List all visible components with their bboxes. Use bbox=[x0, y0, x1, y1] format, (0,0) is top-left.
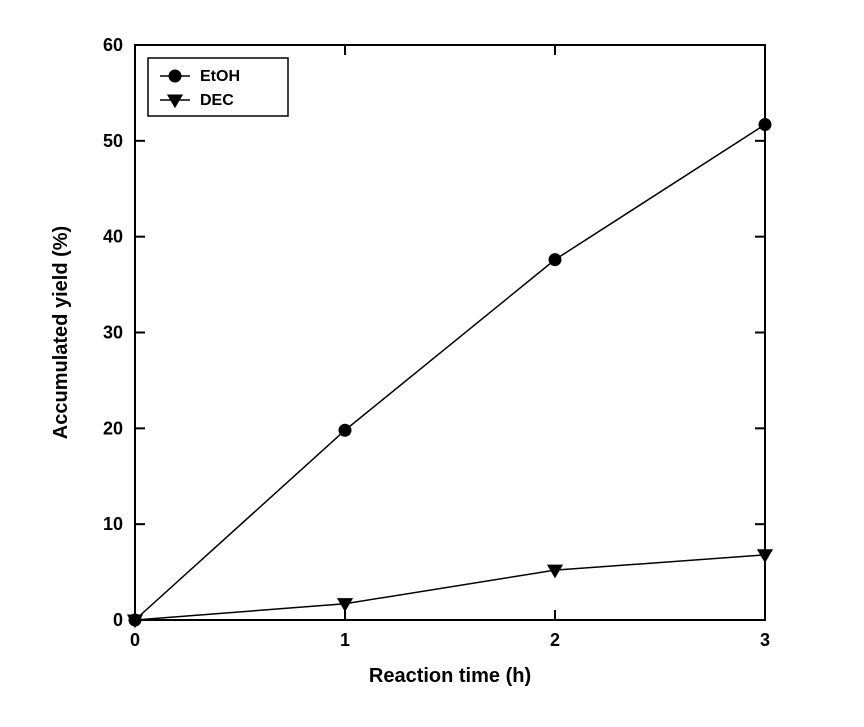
series-DEC bbox=[128, 550, 772, 627]
legend: EtOH DEC bbox=[148, 58, 288, 116]
legend-label: EtOH bbox=[200, 68, 240, 85]
ytick-label: 60 bbox=[103, 35, 123, 55]
series-EtOH bbox=[129, 119, 771, 626]
ytick-label: 20 bbox=[103, 418, 123, 438]
y-axis-label: Accumulated yield (%) bbox=[50, 226, 72, 439]
ytick-label: 50 bbox=[103, 131, 123, 151]
series-line bbox=[135, 555, 765, 620]
marker-circle bbox=[759, 119, 771, 131]
xtick-label: 3 bbox=[760, 630, 770, 650]
marker-circle bbox=[169, 70, 181, 82]
xtick-label: 0 bbox=[130, 630, 140, 650]
legend-label: DEC bbox=[200, 92, 234, 109]
chart-container: 01230102030405060Reaction time (h)Accumu… bbox=[0, 0, 864, 727]
marker-circle bbox=[339, 424, 351, 436]
ytick-label: 40 bbox=[103, 227, 123, 247]
xtick-label: 1 bbox=[340, 630, 350, 650]
ytick-label: 30 bbox=[103, 323, 123, 343]
marker-circle bbox=[549, 254, 561, 266]
ytick-label: 10 bbox=[103, 514, 123, 534]
chart-svg: 01230102030405060Reaction time (h)Accumu… bbox=[0, 0, 864, 727]
ytick-label: 0 bbox=[113, 610, 123, 630]
xtick-label: 2 bbox=[550, 630, 560, 650]
x-axis-label: Reaction time (h) bbox=[369, 665, 531, 687]
series-line bbox=[135, 125, 765, 620]
